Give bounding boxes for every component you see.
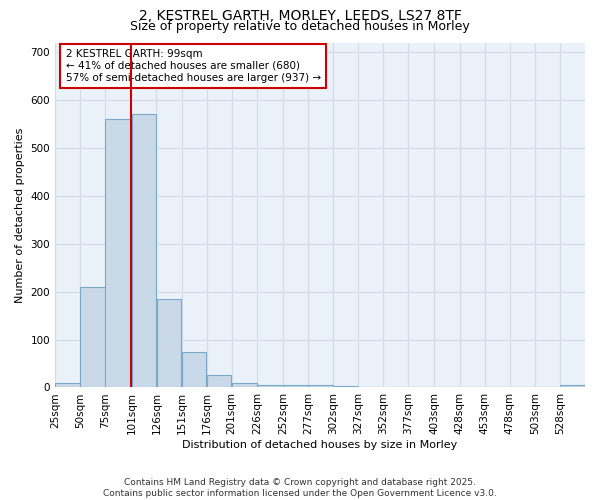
Bar [257,385,283,388]
Bar [232,382,257,388]
Bar [80,287,105,388]
X-axis label: Distribution of detached houses by size in Morley: Distribution of detached houses by size … [182,440,458,450]
Bar [55,382,80,388]
Bar [334,386,358,388]
Y-axis label: Number of detached properties: Number of detached properties [15,128,25,302]
Bar [182,352,206,388]
Bar [131,114,156,388]
Bar [157,299,181,388]
Text: 2 KESTREL GARTH: 99sqm
← 41% of detached houses are smaller (680)
57% of semi-de: 2 KESTREL GARTH: 99sqm ← 41% of detached… [65,50,321,82]
Bar [308,385,333,388]
Text: Size of property relative to detached houses in Morley: Size of property relative to detached ho… [130,20,470,33]
Bar [207,374,232,388]
Text: 2, KESTREL GARTH, MORLEY, LEEDS, LS27 8TF: 2, KESTREL GARTH, MORLEY, LEEDS, LS27 8T… [139,9,461,23]
Bar [283,385,308,388]
Bar [106,119,131,388]
Bar [560,385,585,388]
Text: Contains HM Land Registry data © Crown copyright and database right 2025.
Contai: Contains HM Land Registry data © Crown c… [103,478,497,498]
